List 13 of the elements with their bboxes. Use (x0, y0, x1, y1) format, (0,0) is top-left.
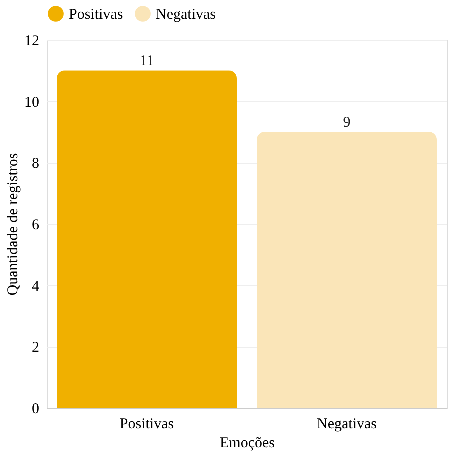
x-axis-title: Emoções (220, 436, 276, 452)
data-label: 11 (140, 54, 154, 70)
legend-label: Positivas (69, 7, 124, 23)
y-tick-label: 2 (32, 340, 40, 356)
y-tick-label: 12 (24, 34, 40, 50)
y-tick-label: 10 (24, 94, 40, 111)
y-tick-label: 4 (32, 278, 40, 295)
y-tick-label: 0 (32, 402, 40, 418)
y-axis-title: Quantidade de registros (6, 153, 22, 296)
data-label: 9 (343, 115, 351, 131)
y-tick-label: 8 (32, 156, 40, 172)
y-tick-label: 6 (32, 218, 40, 234)
legend-label: Negativas (156, 7, 216, 23)
